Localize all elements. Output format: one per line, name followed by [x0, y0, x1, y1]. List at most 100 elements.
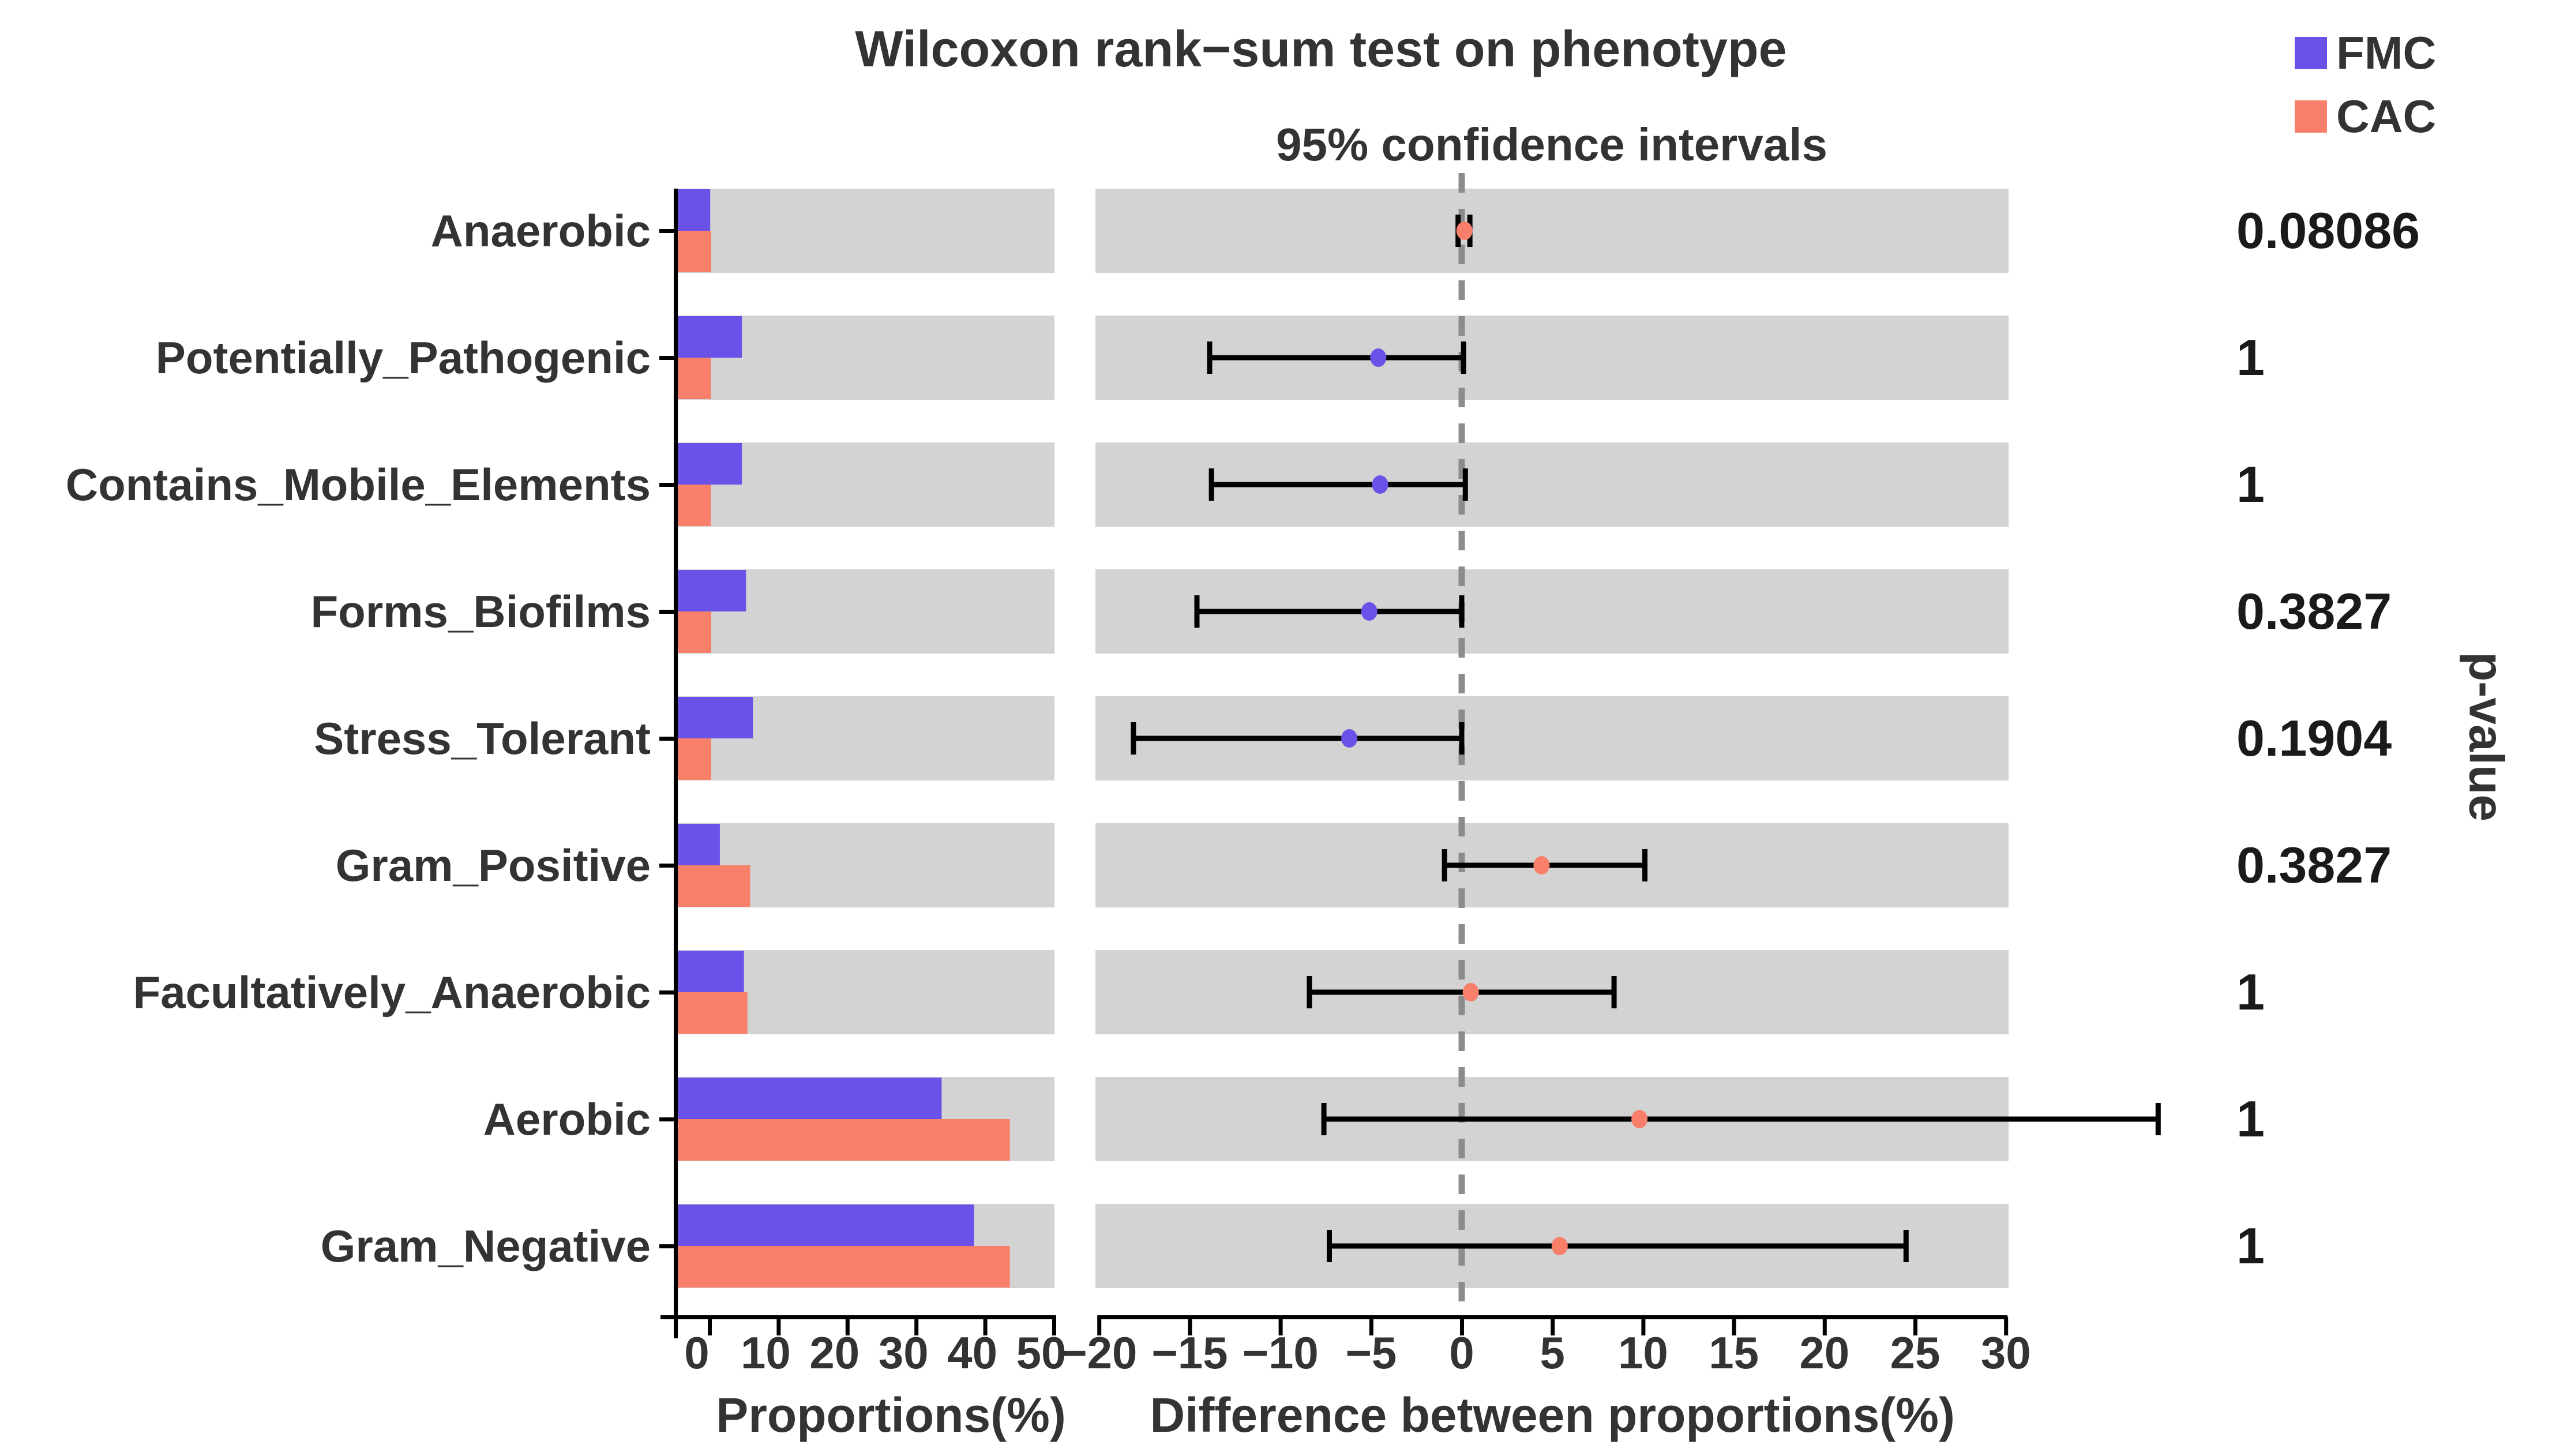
right-x-tick: [1097, 1317, 1102, 1335]
left-x-axis-title: Proportions(%): [716, 1388, 1066, 1442]
right-x-tick-label: 0: [1449, 1327, 1474, 1378]
chart-title: Wilcoxon rank−sum test on phenotype: [855, 20, 1787, 77]
left-x-tick: [708, 1317, 712, 1335]
category-tick: [659, 864, 675, 868]
legend-item-fmc: FMC: [2295, 30, 2436, 76]
category-tick: [659, 990, 675, 995]
category-label: Facultatively_Anaerobic: [133, 967, 651, 1018]
ci-point: [1456, 222, 1473, 240]
ci-row: [1307, 976, 1617, 1008]
right-x-tick: [1369, 1317, 1373, 1335]
p-value: 1: [2236, 329, 2265, 386]
right-x-axis-title: Difference between proportions(%): [1150, 1388, 1954, 1442]
bar-cac: [675, 992, 748, 1034]
ci-point: [1361, 602, 1378, 621]
left-x-tick-label: 10: [741, 1327, 791, 1378]
bar-fmc: [675, 697, 753, 738]
left-x-tick-label: 40: [947, 1327, 997, 1378]
ci-row: [1442, 849, 1648, 881]
p-value: 1: [2236, 963, 2265, 1020]
ci-row: [1321, 1103, 2161, 1135]
right-x-tick: [2004, 1317, 2009, 1335]
ci-panel-subtitle: 95% confidence intervals: [1276, 119, 1827, 170]
left-x-tick: [914, 1317, 919, 1335]
bar-fmc: [675, 316, 742, 358]
right-band: [1095, 189, 2009, 273]
category-tick: [659, 610, 675, 614]
bar-fmc: [675, 443, 742, 485]
ci-point: [1533, 856, 1550, 875]
p-value: 0.3827: [2236, 583, 2392, 640]
right-x-tick-label: 20: [1799, 1327, 1849, 1378]
left-band: [675, 189, 1054, 273]
right-x-tick-label: −5: [1345, 1327, 1397, 1378]
ci-point: [1462, 983, 1479, 1001]
right-x-tick: [1278, 1317, 1283, 1335]
category-tick: [659, 737, 675, 741]
ci-row: [1207, 342, 1466, 374]
p-value: 0.08086: [2236, 202, 2420, 259]
left-x-axis: [660, 1315, 1056, 1319]
bar-cac: [675, 738, 711, 780]
bar-cac: [675, 1246, 1010, 1288]
bar-fmc: [675, 951, 744, 992]
left-x-tick: [845, 1317, 850, 1335]
category-label: Anaerobic: [431, 205, 651, 256]
ci-row: [1131, 722, 1465, 755]
p-value: 0.1904: [2236, 710, 2392, 767]
category-label: Gram_Negative: [321, 1221, 651, 1271]
ci-point: [1341, 729, 1358, 748]
cac-color-swatch: [2295, 100, 2327, 133]
left-x-tick-label: 20: [809, 1327, 859, 1378]
right-x-tick: [1460, 1317, 1464, 1335]
right-x-tick-label: −20: [1061, 1327, 1137, 1378]
right-x-tick-label: −10: [1242, 1327, 1318, 1378]
category-tick: [659, 229, 675, 233]
left-y-axis: [674, 189, 678, 1338]
ci-point: [1372, 475, 1388, 494]
ci-row: [1326, 1230, 1909, 1262]
left-x-tick: [983, 1317, 988, 1335]
right-x-tick-label: 30: [1981, 1327, 2031, 1378]
left-x-tick-label: 0: [684, 1327, 709, 1378]
ci-row: [1208, 468, 1468, 501]
category-label: Potentially_Pathogenic: [156, 332, 651, 383]
bar-fmc: [675, 570, 746, 611]
ci-point: [1370, 348, 1387, 367]
p-value: 1: [2236, 456, 2265, 513]
right-x-tick: [1551, 1317, 1555, 1335]
right-x-tick-label: 15: [1709, 1327, 1759, 1378]
right-x-tick-label: 25: [1890, 1327, 1941, 1378]
right-x-tick: [1641, 1317, 1646, 1335]
category-tick: [659, 1117, 675, 1121]
labels: Anaerobic 0.08086 Potentially_Pathogenic 1 C…: [66, 202, 2420, 1442]
right-x-tick: [1822, 1317, 1827, 1335]
bar-cac: [675, 865, 750, 907]
bar-cac: [675, 358, 711, 399]
ci-row: [1455, 215, 1473, 247]
legend-item-cac: CAC: [2295, 93, 2436, 140]
legend-label-fmc: FMC: [2336, 27, 2437, 78]
bar-fmc: [675, 1204, 974, 1246]
p-value: 0.3827: [2236, 836, 2392, 894]
bar-fmc: [675, 824, 720, 865]
p-value: 1: [2236, 1217, 2265, 1274]
right-x-tick-label: 5: [1540, 1327, 1565, 1378]
proportion-bars: [675, 189, 1010, 1288]
bar-fmc: [675, 189, 711, 231]
bar-cac: [675, 611, 711, 653]
left-x-tick: [776, 1317, 781, 1335]
bar-cac: [675, 231, 711, 272]
ci-point: [1551, 1237, 1568, 1255]
right-x-tick-label: 10: [1618, 1327, 1668, 1378]
left-x-tick-label: 30: [879, 1327, 929, 1378]
right-x-tick: [1913, 1317, 1917, 1335]
category-label: Forms_Biofilms: [311, 586, 651, 637]
legend-label-cac: CAC: [2336, 91, 2437, 142]
fmc-color-swatch: [2295, 37, 2327, 69]
bar-fmc: [675, 1078, 942, 1119]
right-x-tick: [1732, 1317, 1736, 1335]
p-value: 1: [2236, 1090, 2265, 1147]
